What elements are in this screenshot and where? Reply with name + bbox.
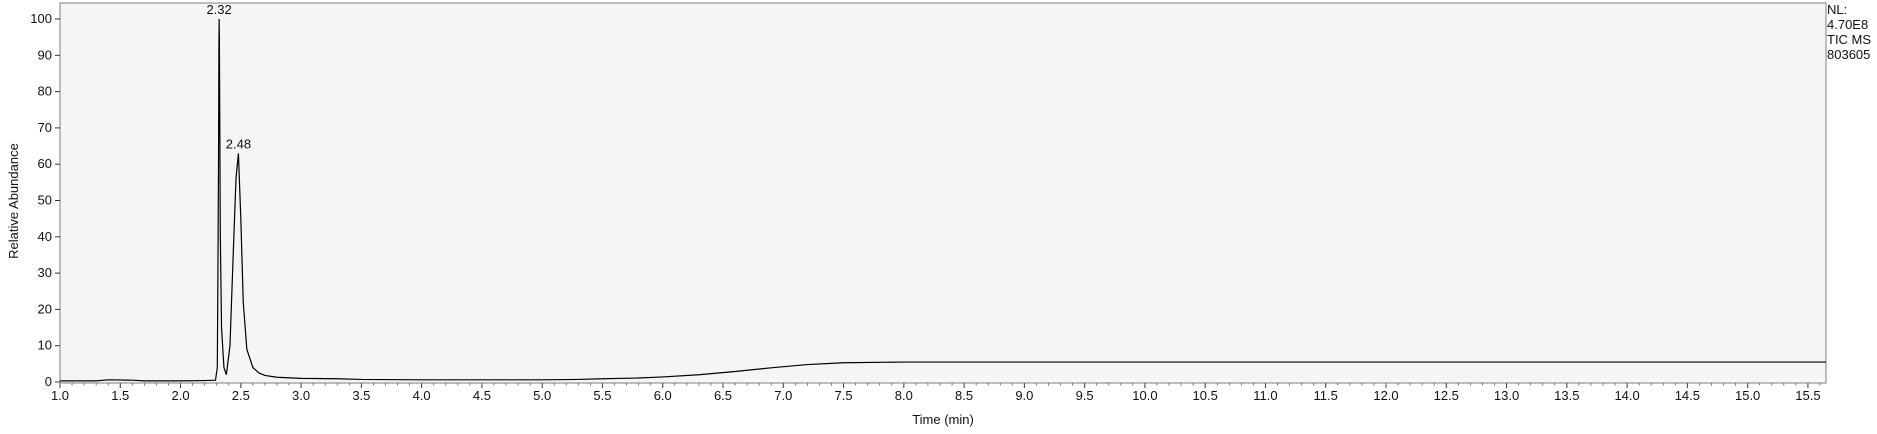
x-tick-label: 14.0	[1614, 388, 1639, 403]
y-axis-title: Relative Abundance	[6, 143, 21, 259]
y-tick-label: 70	[38, 120, 52, 135]
y-tick-label: 40	[38, 229, 52, 244]
peak-label: 2.32	[206, 2, 231, 17]
x-tick-label: 1.5	[111, 388, 129, 403]
x-tick-label: 5.5	[593, 388, 611, 403]
x-tick-label: 15.5	[1795, 388, 1820, 403]
x-tick-label: 14.5	[1675, 388, 1700, 403]
x-tick-label: 4.5	[473, 388, 491, 403]
x-axis-title: Time (min)	[912, 412, 974, 427]
x-tick-label: 10.5	[1193, 388, 1218, 403]
y-tick-label: 50	[38, 193, 52, 208]
peak-label: 2.48	[226, 136, 251, 151]
y-tick-label: 60	[38, 156, 52, 171]
x-tick-label: 13.5	[1554, 388, 1579, 403]
x-tick-label: 3.5	[352, 388, 370, 403]
x-tick-label: 13.0	[1494, 388, 1519, 403]
x-tick-label: 11.5	[1314, 388, 1338, 403]
x-tick-label: 4.0	[413, 388, 431, 403]
x-tick-label: 8.5	[955, 388, 973, 403]
x-tick-label: 12.0	[1373, 388, 1398, 403]
x-tick-label: 6.0	[654, 388, 672, 403]
x-tick-label: 11.0	[1253, 388, 1277, 403]
x-tick-label: 10.0	[1132, 388, 1157, 403]
x-tick-label: 7.5	[835, 388, 853, 403]
nl-label: NL:	[1827, 2, 1848, 17]
nl-value: 4.70E8	[1827, 17, 1869, 32]
x-tick-label: 3.0	[292, 388, 310, 403]
x-tick-label: 2.0	[172, 388, 190, 403]
y-tick-label: 20	[38, 301, 52, 316]
x-tick-label: 9.5	[1076, 388, 1094, 403]
plot-frame	[59, 2, 1827, 384]
y-tick-label: 0	[45, 374, 52, 389]
x-axis: 1.0 1.5 2.0 2.5 3.0 3.5 4.0 4.5 5.0 5.5 6.0 6.5 7.0 7…	[51, 383, 1821, 403]
x-tick-label: 6.5	[714, 388, 732, 403]
y-tick-label: 100	[30, 11, 52, 26]
x-tick-label: 12.5	[1434, 388, 1459, 403]
scan-filter: TIC MS	[1827, 32, 1872, 47]
tic-trace-line	[60, 18, 1826, 382]
sample-id: 803605	[1827, 47, 1871, 62]
y-tick-label: 80	[38, 84, 52, 99]
x-tick-label: 7.0	[774, 388, 792, 403]
x-tick-label: 15.0	[1735, 388, 1760, 403]
y-tick-label: 90	[38, 47, 52, 62]
peak-labels: 2.32 2.48	[206, 2, 251, 151]
normalization-info: NL: 4.70E8 TIC MS 803605	[1827, 2, 1871, 62]
y-tick-label: 30	[38, 265, 52, 280]
x-tick-label: 8.0	[895, 388, 913, 403]
x-tick-label: 2.5	[232, 388, 250, 403]
y-tick-label: 10	[38, 338, 52, 353]
y-axis: 0 10 20 30 40 50 60 70 80 90 100	[30, 11, 60, 389]
x-tick-label: 1.0	[51, 388, 69, 403]
x-tick-label: 5.0	[533, 388, 551, 403]
x-tick-label: 9.0	[1015, 388, 1033, 403]
